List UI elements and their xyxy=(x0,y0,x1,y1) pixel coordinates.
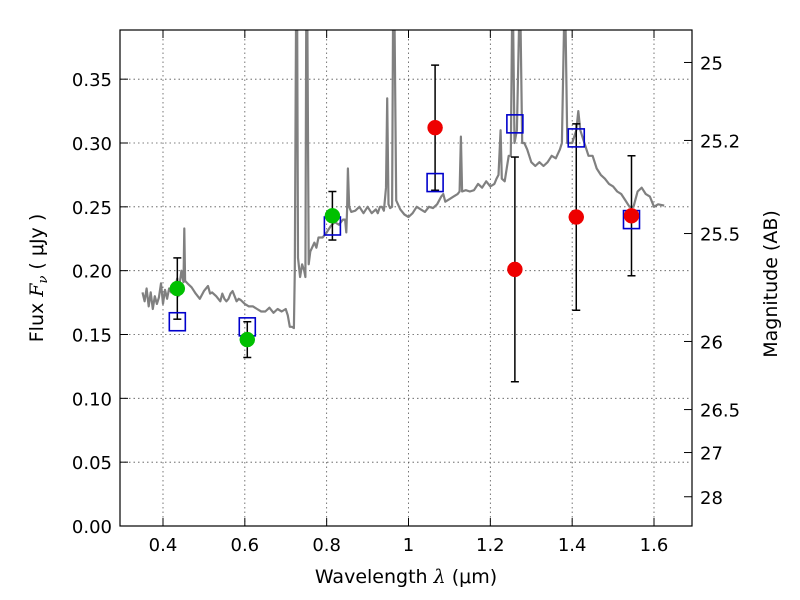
y2-tick-label: 27 xyxy=(700,444,723,465)
y-tick-label: 0.35 xyxy=(72,70,112,91)
x-axis-title: Wavelength λ (μm) xyxy=(315,566,497,588)
marker-layer xyxy=(168,114,641,348)
y2-axis-title: Magnitude (AB) xyxy=(760,210,782,358)
model-square-marker xyxy=(567,128,586,148)
y2-tick-label: 26 xyxy=(700,332,723,353)
data-point-red xyxy=(623,208,640,224)
data-point-red xyxy=(507,261,523,278)
y-tick-label: 0.15 xyxy=(72,326,112,347)
x-tick-label: 0.4 xyxy=(149,535,178,556)
model-square-marker xyxy=(168,311,187,332)
y2-tick-label: 25 xyxy=(700,53,723,74)
x-tick-label: 1.4 xyxy=(558,535,587,556)
data-point-red xyxy=(568,209,585,225)
spectrum-layer xyxy=(141,30,665,330)
x-tick-label: 1.6 xyxy=(640,535,669,556)
y-axis-title: Flux Fν ( μJy ) xyxy=(26,214,51,343)
y-tick-label: 0.30 xyxy=(72,134,112,155)
y2-tick-label: 25.2 xyxy=(700,131,740,152)
spectrum-line xyxy=(141,30,665,330)
plot-frame xyxy=(119,29,693,527)
model-square-marker xyxy=(426,172,444,193)
data-point-green xyxy=(324,208,341,224)
data-point-green xyxy=(239,331,256,348)
x-tick-label: 1 xyxy=(403,535,414,556)
y-tick-label: 0.05 xyxy=(72,453,112,474)
y2-tick-label: 26.5 xyxy=(700,401,740,422)
y-tick-label: 0.10 xyxy=(72,389,112,410)
y2-tick-label: 28 xyxy=(700,488,723,509)
data-point-red xyxy=(427,119,443,136)
model-square-marker xyxy=(506,114,524,134)
tick-layer: 0.4 0.6 0.8 1 1.2 1.4 1.6 0.00 0.05 0.10 0.15 0.20 0… xyxy=(72,30,740,556)
y-tick-label: 0.20 xyxy=(72,262,112,283)
x-tick-label: 0.8 xyxy=(312,535,341,556)
y2-tick-label: 25.5 xyxy=(700,225,740,246)
y-tick-label: 0.00 xyxy=(72,517,112,538)
data-point-green xyxy=(169,280,186,297)
grid xyxy=(120,30,692,526)
x-tick-label: 1.2 xyxy=(476,535,505,556)
x-tick-label: 0.6 xyxy=(231,535,260,556)
y-tick-label: 0.25 xyxy=(72,198,112,219)
